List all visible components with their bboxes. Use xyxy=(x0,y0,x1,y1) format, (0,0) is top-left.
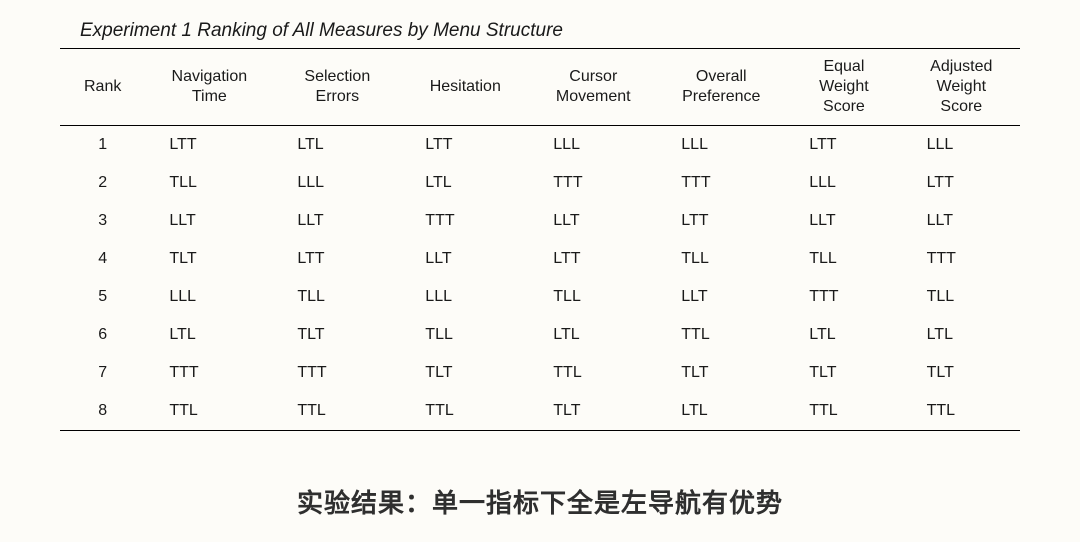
data-cell: TTL xyxy=(145,392,273,431)
data-cell: TLL xyxy=(273,278,401,316)
table-row: 6LTLTLTTLLLTLTTLLTLLTL xyxy=(60,316,1020,354)
data-cell: TTL xyxy=(401,392,529,431)
table-row: 4TLTLTTLLTLTTTLLTLLTTT xyxy=(60,240,1020,278)
data-cell: TLL xyxy=(903,278,1020,316)
table-header-row: Rank NavigationTime SelectionErrors Hesi… xyxy=(60,49,1020,126)
column-header-selection-errors: SelectionErrors xyxy=(273,49,401,126)
data-cell: LTT xyxy=(785,126,902,165)
data-cell: TLL xyxy=(145,164,273,202)
data-cell: LLL xyxy=(785,164,902,202)
column-header-equal-weight-score: EqualWeightScore xyxy=(785,49,902,126)
data-cell: TLT xyxy=(529,392,657,431)
data-cell: LTL xyxy=(529,316,657,354)
data-cell: LLT xyxy=(657,278,785,316)
data-cell: TTL xyxy=(529,354,657,392)
caption-text: 实验结果：单一指标下全是左导航有优势 xyxy=(60,483,1020,520)
data-cell: LTT xyxy=(657,202,785,240)
data-cell: LTL xyxy=(273,126,401,165)
data-cell: LTT xyxy=(529,240,657,278)
rank-cell: 2 xyxy=(60,164,145,202)
data-cell: TTT xyxy=(145,354,273,392)
table-row: 7TTTTTTTLTTTLTLTTLTTLT xyxy=(60,354,1020,392)
data-cell: LLT xyxy=(529,202,657,240)
rank-cell: 4 xyxy=(60,240,145,278)
data-cell: LTL xyxy=(785,316,902,354)
data-cell: TLT xyxy=(903,354,1020,392)
data-cell: LLL xyxy=(273,164,401,202)
data-cell: TTL xyxy=(903,392,1020,431)
table-body: 1LTTLTLLTTLLLLLLLTTLLL2TLLLLLLTLTTTTTTLL… xyxy=(60,126,1020,431)
data-cell: TTT xyxy=(273,354,401,392)
column-header-hesitation: Hesitation xyxy=(401,49,529,126)
data-cell: LTL xyxy=(401,164,529,202)
data-cell: LLT xyxy=(903,202,1020,240)
data-cell: TLT xyxy=(785,354,902,392)
data-cell: LLL xyxy=(529,126,657,165)
rank-cell: 6 xyxy=(60,316,145,354)
rank-cell: 7 xyxy=(60,354,145,392)
data-cell: LLT xyxy=(401,240,529,278)
rank-cell: 3 xyxy=(60,202,145,240)
data-cell: TTT xyxy=(529,164,657,202)
table-row: 2TLLLLLLTLTTTTTTLLLLTT xyxy=(60,164,1020,202)
data-cell: TTT xyxy=(903,240,1020,278)
data-cell: LTL xyxy=(145,316,273,354)
data-cell: LTT xyxy=(903,164,1020,202)
column-header-navigation-time: NavigationTime xyxy=(145,49,273,126)
table-row: 1LTTLTLLTTLLLLLLLTTLLL xyxy=(60,126,1020,165)
data-cell: LLT xyxy=(273,202,401,240)
data-cell: LLL xyxy=(657,126,785,165)
column-header-adjusted-weight-score: AdjustedWeightScore xyxy=(903,49,1020,126)
data-cell: TTL xyxy=(785,392,902,431)
data-cell: TTL xyxy=(657,316,785,354)
data-cell: TLT xyxy=(145,240,273,278)
table-row: 5LLLTLLLLLTLLLLTTTTTLL xyxy=(60,278,1020,316)
data-cell: LTT xyxy=(401,126,529,165)
data-cell: LTT xyxy=(273,240,401,278)
data-cell: TTT xyxy=(657,164,785,202)
data-cell: TTT xyxy=(401,202,529,240)
table-row: 3LLTLLTTTTLLTLTTLLTLLT xyxy=(60,202,1020,240)
ranking-table-wrapper: Experiment 1 Ranking of All Measures by … xyxy=(60,20,1020,431)
table-title: Experiment 1 Ranking of All Measures by … xyxy=(60,20,1020,42)
data-cell: LTT xyxy=(145,126,273,165)
rank-cell: 1 xyxy=(60,126,145,165)
data-cell: TLT xyxy=(273,316,401,354)
rank-cell: 8 xyxy=(60,392,145,431)
table-row: 8TTLTTLTTLTLTLTLTTLTTL xyxy=(60,392,1020,431)
data-cell: TLT xyxy=(401,354,529,392)
ranking-table: Rank NavigationTime SelectionErrors Hesi… xyxy=(60,48,1020,431)
data-cell: TLL xyxy=(657,240,785,278)
column-header-overall-preference: OverallPreference xyxy=(657,49,785,126)
column-header-rank: Rank xyxy=(60,49,145,126)
column-header-cursor-movement: CursorMovement xyxy=(529,49,657,126)
data-cell: LLL xyxy=(401,278,529,316)
data-cell: TLL xyxy=(529,278,657,316)
data-cell: LLT xyxy=(785,202,902,240)
data-cell: TLL xyxy=(785,240,902,278)
data-cell: TLT xyxy=(657,354,785,392)
rank-cell: 5 xyxy=(60,278,145,316)
data-cell: TLL xyxy=(401,316,529,354)
data-cell: LLL xyxy=(145,278,273,316)
data-cell: TTL xyxy=(273,392,401,431)
data-cell: TTT xyxy=(785,278,902,316)
data-cell: LLL xyxy=(903,126,1020,165)
data-cell: LLT xyxy=(145,202,273,240)
data-cell: LTL xyxy=(657,392,785,431)
data-cell: LTL xyxy=(903,316,1020,354)
